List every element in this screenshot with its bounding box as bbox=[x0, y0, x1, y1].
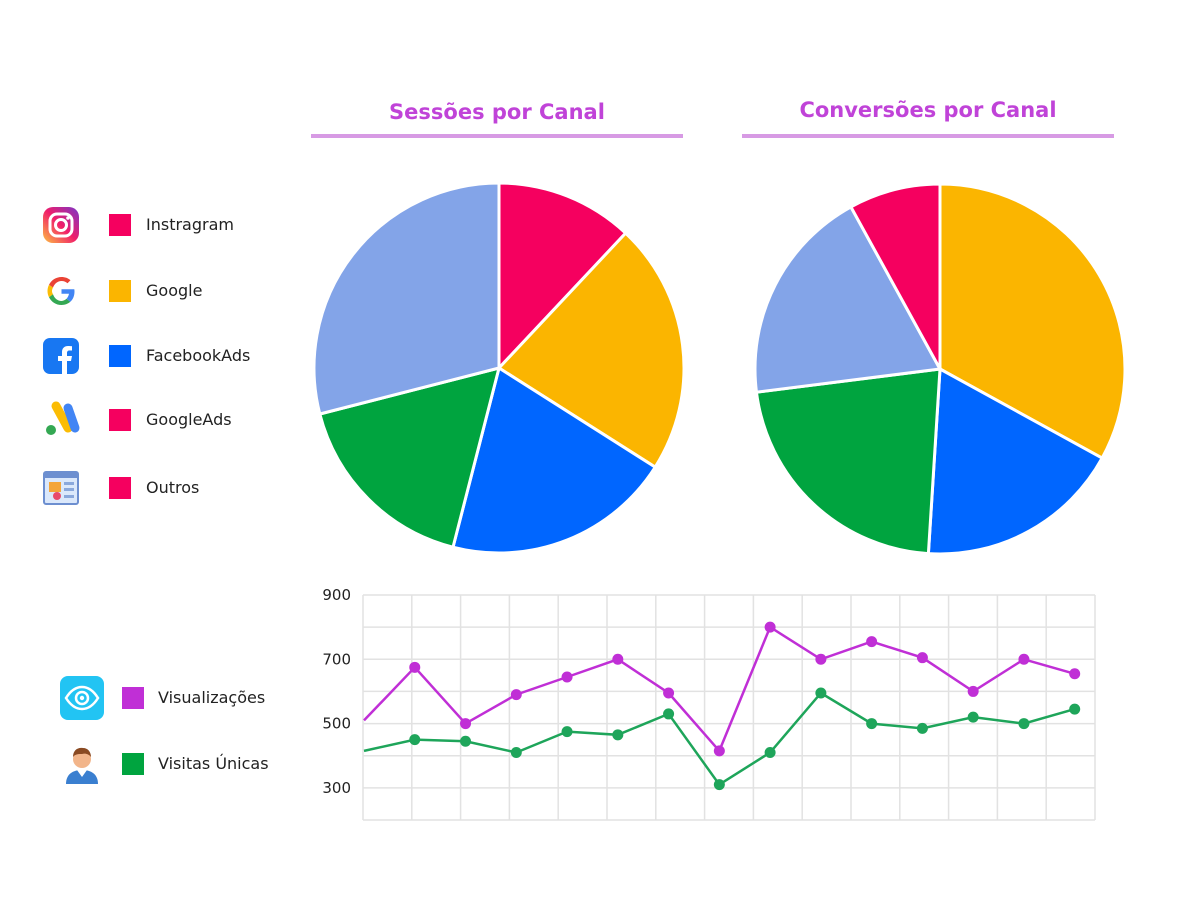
y-tick-label: 300 bbox=[322, 779, 351, 797]
pie-slice-facebookads bbox=[451, 365, 658, 555]
data-point bbox=[815, 653, 827, 665]
data-point bbox=[713, 745, 725, 757]
pie-slice-googleads bbox=[754, 367, 942, 556]
data-point bbox=[967, 685, 979, 697]
sessions-chart-title: Sessões por Canal bbox=[389, 100, 605, 124]
data-point bbox=[409, 661, 421, 673]
data-point bbox=[764, 747, 776, 758]
data-point bbox=[510, 689, 522, 701]
y-tick-label: 700 bbox=[322, 650, 351, 668]
legend-label: Google bbox=[146, 281, 203, 300]
data-point bbox=[1018, 718, 1030, 730]
legend-label: Visualizações bbox=[158, 688, 266, 707]
series-line bbox=[363, 625, 1076, 754]
legend-swatch bbox=[122, 753, 144, 775]
data-point bbox=[1018, 653, 1030, 665]
legend-swatch bbox=[109, 280, 131, 302]
data-point bbox=[916, 652, 928, 664]
user-icon bbox=[60, 742, 104, 786]
data-point bbox=[663, 708, 675, 720]
legend-swatch bbox=[109, 409, 131, 431]
data-point bbox=[713, 779, 725, 791]
legend-label: Visitas Únicas bbox=[158, 754, 269, 773]
legend-label: FacebookAds bbox=[146, 346, 251, 365]
views-line-chart: 300 500 700 900 bbox=[322, 586, 1096, 821]
data-point bbox=[866, 636, 878, 648]
data-point bbox=[967, 711, 979, 723]
y-tick-label: 500 bbox=[322, 715, 351, 733]
legend-label: Instragram bbox=[146, 215, 234, 234]
legend-swatch bbox=[122, 687, 144, 709]
data-point bbox=[561, 671, 573, 683]
data-point bbox=[510, 747, 522, 758]
pie-slice-googleads bbox=[317, 365, 502, 550]
data-point bbox=[1069, 703, 1081, 715]
data-point bbox=[561, 726, 573, 738]
data-point bbox=[1069, 668, 1081, 680]
eye-icon bbox=[60, 676, 104, 720]
pie-slice-outros bbox=[312, 181, 501, 416]
legend-swatch bbox=[109, 345, 131, 367]
data-point bbox=[764, 621, 776, 633]
facebook-icon bbox=[41, 336, 81, 376]
data-point bbox=[916, 722, 928, 734]
data-point bbox=[409, 734, 421, 746]
sessions-pie-chart bbox=[312, 181, 686, 555]
google-icon bbox=[41, 271, 81, 311]
data-point bbox=[663, 687, 675, 699]
instagram-icon bbox=[41, 205, 81, 245]
google-ads-icon bbox=[41, 400, 81, 440]
sessions-title-underline bbox=[311, 134, 683, 138]
data-point bbox=[866, 718, 878, 730]
y-tick-label: 900 bbox=[322, 586, 351, 604]
data-point bbox=[612, 729, 624, 741]
conversions-title-underline bbox=[742, 134, 1114, 138]
data-point bbox=[815, 687, 827, 699]
pie-slice-instragram bbox=[497, 181, 628, 372]
conversions-pie-chart bbox=[753, 182, 1127, 556]
legend-swatch bbox=[109, 477, 131, 499]
data-point bbox=[612, 653, 624, 665]
other-channels-icon bbox=[41, 468, 81, 508]
pie-slice-outros bbox=[753, 204, 943, 394]
legend-label: GoogleAds bbox=[146, 410, 232, 429]
pie-slice-facebookads bbox=[926, 366, 1105, 556]
legend-swatch bbox=[109, 214, 131, 236]
pie-slice-google bbox=[496, 231, 686, 470]
series-line bbox=[363, 691, 1076, 787]
conversions-chart-title: Conversões por Canal bbox=[799, 98, 1057, 122]
data-point bbox=[460, 718, 472, 730]
legend-label: Outros bbox=[146, 478, 200, 497]
data-point bbox=[460, 735, 472, 747]
pie-slice-google bbox=[938, 182, 1127, 461]
pie-slice-instragram bbox=[848, 182, 942, 370]
